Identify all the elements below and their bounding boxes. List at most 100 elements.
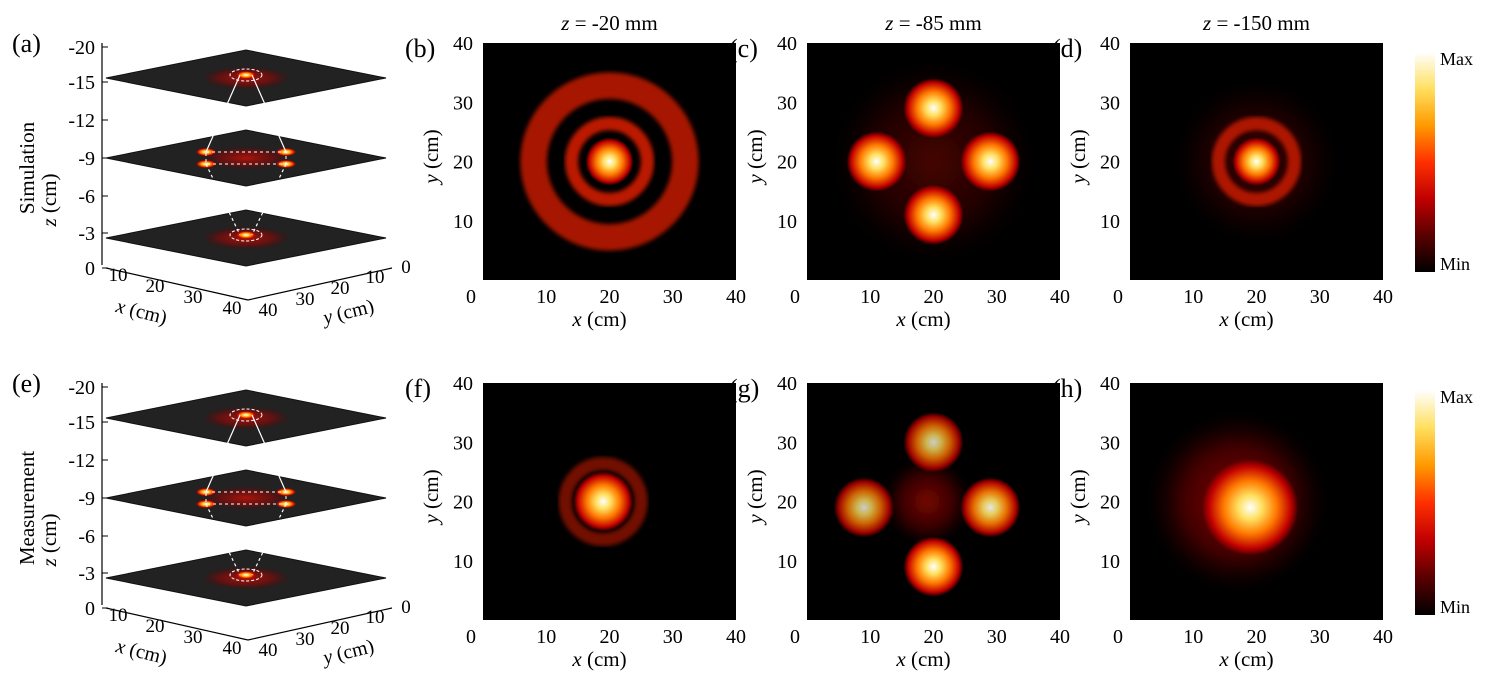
x-tick-label: 10 <box>536 626 556 648</box>
beam-line <box>251 74 287 153</box>
row-label: Simulation <box>15 121 39 214</box>
y-axis-label: y (cm) <box>1066 129 1090 185</box>
heatmap-features <box>833 412 1021 597</box>
spot-mark <box>833 477 894 538</box>
y-tick-label: 30 <box>453 432 473 454</box>
x-tick-label: 20 <box>924 626 944 648</box>
colorbar-min-label: Min <box>1440 254 1470 274</box>
ring-mark <box>558 456 648 547</box>
heatmap-panel-h: (h) 0 10 20 30 40 10 20 30 40 x (cm) y (cm) <box>1052 373 1393 671</box>
x-tick-label: 40 <box>223 638 242 659</box>
y-tick-label: 30 <box>296 629 315 650</box>
y-tick-label: 10 <box>777 211 797 233</box>
ring-mark <box>1211 116 1302 207</box>
y-tick-label: 40 <box>1100 33 1120 55</box>
haze-mark <box>832 60 1035 263</box>
beam-line <box>251 503 287 576</box>
y-tick-label: 40 <box>1100 373 1120 395</box>
x-tick-label: 30 <box>987 626 1007 648</box>
panel-label: (g) <box>729 374 759 403</box>
heatmap-panel-g: (g) 0 10 20 30 40 10 20 30 40 x (cm) y (cm) <box>729 373 1070 671</box>
y-tick-label: 10 <box>1100 551 1120 573</box>
y-tick-label: 30 <box>1100 432 1120 454</box>
z-tick-label: -9 <box>78 488 95 510</box>
panel-label: (b) <box>405 34 435 63</box>
heatmap-panel-f: (f) 0 10 20 30 40 10 20 30 40 x (cm) y (cm) <box>405 373 746 671</box>
slice-spot <box>236 231 256 239</box>
x-tick-label: 10 <box>1183 286 1203 308</box>
y-tick-label: 40 <box>259 300 278 321</box>
y-tick-label: 40 <box>453 33 473 55</box>
panel-label: (c) <box>729 34 758 63</box>
x-axis-label: x (cm) <box>113 635 169 669</box>
spot-mark <box>960 131 1021 192</box>
z-tick-label: -12 <box>68 450 95 472</box>
y-axis-label: y (cm) <box>319 295 376 329</box>
heatmap-panel-d: (d) 0 10 20 30 40 10 20 30 40 x (cm) y (cm) z = -150… <box>1052 11 1393 331</box>
z-tick-label: -9 <box>78 148 95 170</box>
x-tick-label: 20 <box>1247 286 1267 308</box>
slice-outline <box>229 568 263 582</box>
y-tick-label: 20 <box>1100 152 1120 174</box>
x-tick-label: 0 <box>1113 286 1123 308</box>
x-tick-label: 40 <box>1050 286 1070 308</box>
x-tick-label: 10 <box>860 626 880 648</box>
z-axis-label: z (cm) <box>37 173 61 227</box>
haze-mark <box>882 457 972 546</box>
x-tick-label: 10 <box>109 605 128 626</box>
y-tick-label: 20 <box>777 492 797 514</box>
y-axis-line <box>247 267 393 301</box>
spot-mark <box>903 184 964 245</box>
x-tick-label: 30 <box>1310 626 1330 648</box>
x-tick-label: 20 <box>146 616 165 637</box>
x-tick-label: 40 <box>1373 286 1393 308</box>
spot-mark <box>1232 137 1281 186</box>
y-tick-label: 40 <box>777 33 797 55</box>
z-tick-label: -6 <box>78 186 95 208</box>
panel-label: (a) <box>12 29 41 58</box>
x-tick-label: 0 <box>1113 626 1123 648</box>
heatmap-features <box>832 60 1035 263</box>
y-tick-label: 20 <box>453 152 473 174</box>
spot-mark <box>903 412 964 473</box>
z-tick-label: -15 <box>68 72 95 94</box>
colorbar-1: Max Min <box>1415 49 1473 274</box>
beam-line <box>205 163 241 236</box>
x-tick-label: 40 <box>1050 626 1070 648</box>
colorbar-gradient <box>1415 390 1435 615</box>
x-tick-label: 20 <box>600 286 620 308</box>
x-tick-label: 10 <box>536 286 556 308</box>
heatmap-features <box>1174 79 1339 244</box>
heatmap-panel-b: (b) 0 10 20 30 40 10 20 30 40 x (cm) y (cm) z = -20 … <box>405 11 746 331</box>
beam-line <box>251 414 287 493</box>
spot-mark <box>1202 459 1299 556</box>
spot-mark <box>960 477 1021 538</box>
y-tick-label: 10 <box>453 551 473 573</box>
z-tick-label: -20 <box>68 37 95 59</box>
y-tick-label: 10 <box>366 267 385 288</box>
x-tick-label: 40 <box>223 298 242 319</box>
y-axis-label: y (cm) <box>419 129 443 185</box>
x-tick-label: 30 <box>663 286 683 308</box>
spot-mark <box>585 137 634 186</box>
y-tick-label: 0 <box>401 597 411 618</box>
beam-line <box>205 414 241 493</box>
beam-line <box>251 163 287 236</box>
slice-spot <box>236 411 256 419</box>
y-tick-label: 30 <box>777 92 797 114</box>
y-tick-label: 10 <box>366 607 385 628</box>
y-axis-label: y (cm) <box>743 469 767 525</box>
y-tick-label: 20 <box>453 492 473 514</box>
y-tick-label: 20 <box>331 618 350 639</box>
y-tick-label: 20 <box>777 152 797 174</box>
panel-label: (e) <box>12 369 41 398</box>
y-tick-label: 40 <box>453 373 473 395</box>
z-tick-label: -3 <box>78 563 95 585</box>
x-tick-label: 20 <box>924 286 944 308</box>
y-tick-label: 40 <box>777 373 797 395</box>
y-tick-label: 10 <box>453 211 473 233</box>
x-axis-label: x (cm) <box>1218 307 1273 331</box>
beam-line <box>205 503 241 576</box>
